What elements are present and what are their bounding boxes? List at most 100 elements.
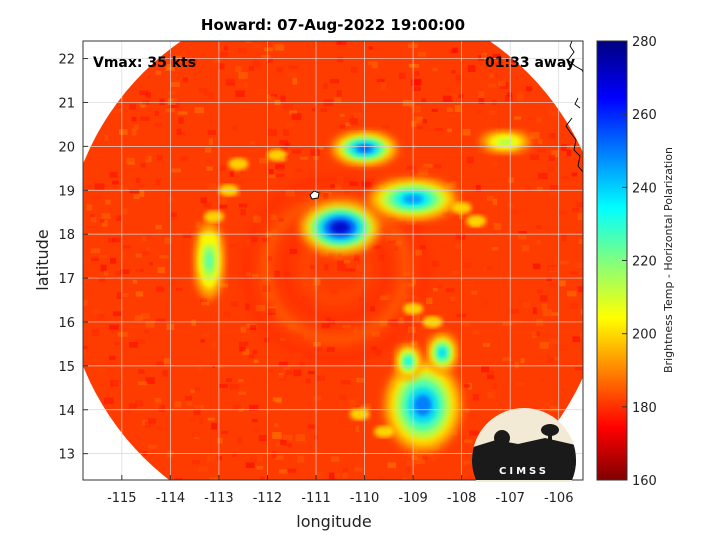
texture-cell — [262, 238, 269, 243]
texture-cell — [408, 63, 417, 67]
texture-cell — [463, 460, 471, 466]
texture-cell — [313, 342, 321, 348]
texture-cell — [219, 198, 228, 205]
texture-cell — [140, 162, 146, 168]
texture-cell — [195, 221, 201, 229]
texture-cell — [414, 116, 423, 124]
texture-cell — [232, 125, 237, 131]
texture-cell — [155, 401, 162, 409]
texture-cell — [402, 100, 412, 107]
y-tick-label: 15 — [58, 360, 75, 375]
texture-cell — [487, 392, 494, 398]
texture-cell — [367, 61, 378, 66]
texture-cell — [464, 439, 473, 443]
texture-cell — [531, 331, 537, 339]
texture-cell — [268, 169, 274, 175]
texture-cell — [159, 98, 165, 106]
texture-cell — [283, 470, 288, 474]
texture-cell — [260, 482, 269, 486]
texture-cell — [200, 157, 205, 164]
texture-cell — [410, 121, 417, 127]
texture-cell — [548, 154, 555, 162]
texture-cell — [390, 501, 394, 504]
texture-cell — [226, 378, 233, 382]
texture-cell — [433, 127, 444, 132]
texture-cell — [237, 180, 244, 185]
texture-cell — [546, 277, 552, 282]
texture-cell — [478, 91, 485, 98]
texture-cell — [376, 78, 385, 83]
texture-cell — [145, 377, 155, 384]
texture-cell — [587, 181, 591, 185]
texture-cell — [548, 191, 557, 197]
texture-cell — [313, 278, 321, 286]
texture-cell — [406, 165, 415, 170]
texture-cell — [267, 129, 277, 137]
texture-cell — [444, 154, 455, 162]
texture-cell — [134, 315, 143, 321]
texture-cell — [170, 212, 177, 217]
texture-cell — [118, 293, 129, 298]
texture-cell — [108, 238, 116, 243]
texture-cell — [91, 309, 101, 314]
texture-cell — [440, 245, 448, 249]
colorbar-tick-label: 280 — [632, 35, 657, 50]
texture-cell — [200, 197, 207, 204]
texture-cell — [181, 50, 186, 55]
texture-cell — [267, 58, 274, 63]
texture-cell — [536, 268, 541, 274]
texture-cell — [265, 523, 274, 528]
texture-cell — [426, 297, 433, 305]
band-cell — [228, 157, 249, 170]
y-tick-label: 14 — [58, 404, 75, 419]
texture-cell — [113, 108, 123, 113]
texture-cell — [248, 66, 255, 71]
texture-cell — [200, 298, 208, 306]
texture-cell — [194, 107, 204, 114]
texture-cell — [454, 105, 461, 113]
texture-cell — [431, 457, 437, 461]
texture-cell — [101, 213, 111, 219]
texture-cell — [558, 210, 568, 215]
texture-cell — [487, 83, 497, 88]
texture-cell — [94, 183, 105, 190]
texture-cell — [372, 485, 377, 488]
texture-cell — [129, 104, 137, 110]
texture-cell — [344, 190, 350, 194]
texture-cell — [144, 329, 149, 334]
texture-cell — [295, 504, 300, 510]
texture-cell — [238, 378, 244, 383]
texture-cell — [279, 140, 288, 146]
texture-cell — [126, 165, 136, 170]
texture-cell — [154, 111, 159, 116]
texture-cell — [547, 265, 557, 272]
texture-cell — [371, 331, 380, 337]
texture-cell — [492, 53, 501, 60]
texture-cell — [340, 113, 345, 117]
texture-cell — [147, 418, 156, 424]
texture-cell — [462, 295, 472, 302]
texture-cell — [112, 311, 123, 316]
texture-cell — [219, 283, 229, 288]
texture-cell — [173, 99, 181, 105]
texture-cell — [455, 78, 462, 84]
coastline — [309, 41, 583, 200]
texture-cell — [109, 257, 117, 264]
chart-title: Howard: 07-Aug-2022 19:00:00 — [201, 16, 465, 34]
x-tick-label: -113 — [204, 491, 234, 506]
texture-cell — [251, 274, 259, 278]
texture-cell — [481, 266, 487, 272]
texture-cell — [548, 166, 554, 173]
texture-cell — [103, 270, 109, 276]
texture-cell — [549, 184, 559, 191]
texture-cell — [112, 212, 119, 218]
texture-cell — [128, 161, 135, 165]
texture-cell — [535, 224, 542, 229]
feature-level — [414, 394, 432, 416]
coastline-island — [309, 190, 320, 200]
texture-cell — [316, 0, 321, 4]
texture-cell — [294, 333, 305, 339]
texture-cell — [488, 73, 496, 78]
texture-cell — [230, 301, 238, 307]
texture-cell — [253, 62, 263, 70]
